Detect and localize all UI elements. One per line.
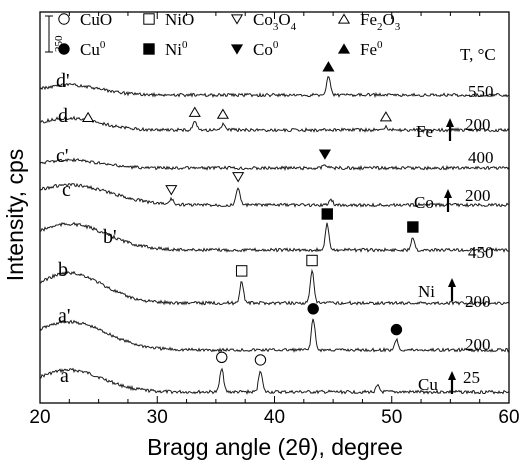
pattern-line-1 bbox=[39, 318, 510, 353]
peak-marker-1-1 bbox=[390, 323, 403, 336]
up-arrow-icon bbox=[448, 371, 456, 394]
metal-label: Ni bbox=[418, 282, 435, 301]
pattern-line-6 bbox=[39, 115, 510, 133]
temperature-label: 550 bbox=[468, 82, 494, 101]
legend-text: O bbox=[383, 10, 395, 29]
legend-label: Ni0 bbox=[165, 39, 188, 59]
legend-label: Fe0 bbox=[360, 39, 383, 59]
series-label: c' bbox=[56, 145, 68, 167]
pattern-line-5 bbox=[39, 157, 510, 172]
peak-marker-2-1 bbox=[306, 254, 318, 267]
legend-label: Co3O4 bbox=[253, 10, 297, 33]
legend-text: NiO bbox=[165, 10, 194, 29]
legend-subscript: 3 bbox=[395, 21, 401, 33]
legend-label: Co0 bbox=[253, 39, 279, 59]
legend-symbol-filled-triangle-up bbox=[337, 43, 351, 54]
x-tick-label: 40 bbox=[264, 407, 285, 428]
x-tick-label: 50 bbox=[381, 407, 402, 428]
legend-text: Fe bbox=[360, 40, 377, 59]
series-label: c bbox=[62, 179, 71, 201]
legend-text: O bbox=[278, 10, 290, 29]
metal-label: Cu bbox=[418, 375, 438, 394]
pattern-line-2 bbox=[39, 268, 510, 306]
peak-marker-6-0 bbox=[81, 111, 95, 123]
legend-symbol-open-square bbox=[143, 13, 155, 25]
plot-frame bbox=[39, 11, 510, 404]
legend-symbol-filled-circle bbox=[58, 43, 70, 55]
legend-superscript: 0 bbox=[100, 39, 106, 51]
legend-symbol-open-circle bbox=[58, 13, 70, 25]
legend-label: NiO bbox=[165, 10, 194, 29]
temperature-label: 200 bbox=[465, 115, 491, 134]
legend-subscript: 4 bbox=[291, 21, 297, 33]
series-layer bbox=[39, 75, 510, 395]
peak-marker-5-0 bbox=[318, 149, 331, 160]
series-label: a' bbox=[58, 305, 70, 327]
pattern-line-3 bbox=[39, 221, 510, 253]
series-label: d bbox=[58, 105, 68, 127]
peak-marker-6-1 bbox=[188, 106, 201, 117]
peak-marker-3-1 bbox=[407, 221, 419, 233]
legend-symbol-filled-square bbox=[143, 43, 155, 55]
legend-symbol-filled-triangle-down bbox=[230, 44, 244, 55]
peak-marker-2-0 bbox=[235, 265, 248, 277]
peak-marker-6-3 bbox=[379, 111, 392, 122]
x-axis-label: Bragg angle (2θ), degree bbox=[147, 434, 403, 460]
legend-label: CuO bbox=[80, 10, 112, 29]
legend-label: Cu0 bbox=[80, 39, 106, 59]
series-label: d' bbox=[56, 70, 70, 92]
temperature-label: 200 bbox=[465, 335, 491, 354]
series-label: a bbox=[60, 365, 69, 387]
label-layer: a 25 a' 200 b 200 b' 450 c 200 c' 400 d 200 d' 550 Fe Co N… bbox=[56, 70, 494, 394]
peak-marker-3-0 bbox=[321, 208, 333, 220]
peak-marker-0-1 bbox=[254, 354, 267, 366]
peak-marker-1-0 bbox=[307, 303, 319, 315]
legend-text: Cu bbox=[80, 40, 100, 59]
temperature-label: 400 bbox=[468, 148, 494, 167]
legend-text: Co bbox=[253, 10, 273, 29]
legend-subscript: 2 bbox=[377, 21, 383, 33]
legend-symbol-open-triangle-up bbox=[337, 13, 351, 24]
series-label: b' bbox=[103, 226, 117, 248]
legend-text: Fe bbox=[360, 10, 377, 29]
legend-superscript: 0 bbox=[273, 39, 279, 51]
legend-superscript: 0 bbox=[377, 39, 383, 51]
temperature-label: 200 bbox=[465, 292, 491, 311]
pattern-line-4 bbox=[39, 182, 510, 208]
legend-symbol-open-triangle-down bbox=[230, 14, 244, 25]
peak-marker-0-0 bbox=[216, 351, 228, 363]
marker-layer bbox=[81, 61, 419, 366]
peak-marker-6-2 bbox=[216, 108, 229, 119]
x-tick-label: 20 bbox=[29, 407, 50, 428]
temperature-label: 25 bbox=[463, 368, 480, 387]
y-axis-label: Intensity, cps bbox=[2, 149, 28, 282]
metal-label: Fe bbox=[416, 122, 433, 141]
up-arrow-icon bbox=[448, 278, 456, 301]
peak-marker-7-0 bbox=[322, 61, 335, 72]
temperature-label: 200 bbox=[465, 186, 491, 205]
series-label: b bbox=[58, 259, 68, 281]
legend-subscript: 3 bbox=[273, 21, 279, 33]
legend-text: Ni bbox=[165, 40, 182, 59]
x-tick-label: 30 bbox=[147, 407, 168, 428]
up-arrow-icon bbox=[446, 118, 454, 141]
pattern-line-7 bbox=[39, 75, 510, 99]
pattern-line-0 bbox=[39, 367, 510, 395]
legend-label: Fe2O3 bbox=[360, 10, 401, 33]
up-arrow-icon bbox=[444, 189, 452, 212]
metal-label: Co bbox=[414, 193, 434, 212]
legend-superscript: 0 bbox=[182, 39, 188, 51]
temperature-label: 450 bbox=[468, 243, 494, 262]
temperature-header: T, °C bbox=[460, 45, 496, 64]
legend-text: Co bbox=[253, 40, 273, 59]
legend-text: CuO bbox=[80, 10, 112, 29]
peak-marker-4-0 bbox=[165, 185, 178, 196]
peak-marker-4-1 bbox=[232, 172, 245, 183]
x-tick-label: 60 bbox=[498, 407, 519, 428]
